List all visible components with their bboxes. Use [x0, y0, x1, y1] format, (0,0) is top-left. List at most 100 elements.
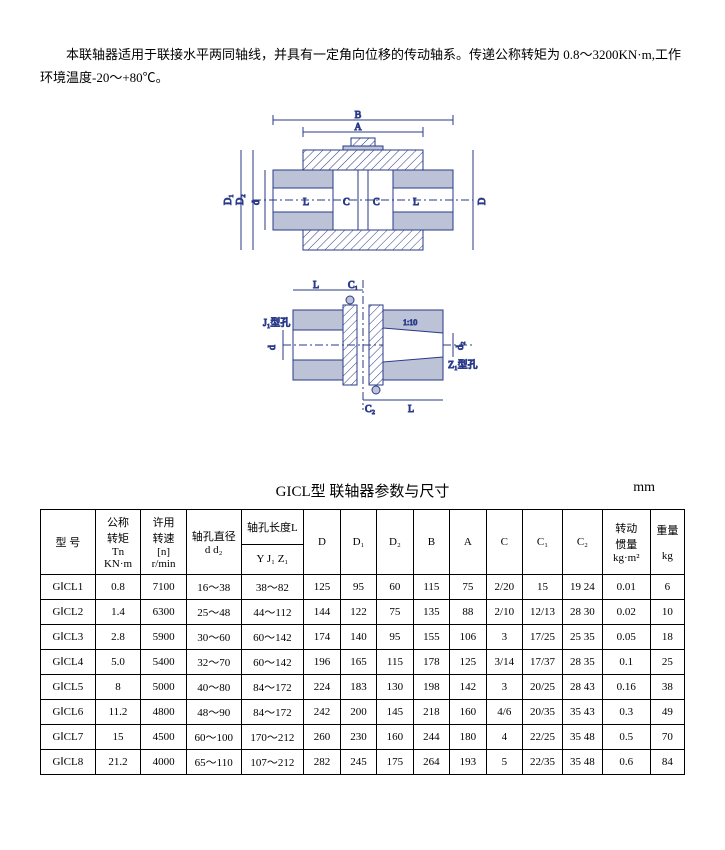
- cell-D1: 140: [340, 624, 376, 649]
- th-D2: D₂: [377, 509, 413, 574]
- cell-tn: 2.8: [95, 624, 141, 649]
- th-W: 重量 kg: [650, 509, 684, 574]
- cell-J: 0.05: [602, 624, 650, 649]
- cell-tn: 15: [95, 724, 141, 749]
- cell-A: 193: [450, 749, 486, 774]
- cell-model: GⅠCL6: [41, 699, 96, 724]
- cell-D: 125: [304, 574, 340, 599]
- cell-D2: 115: [377, 649, 413, 674]
- cell-l: 84～172: [241, 674, 304, 699]
- cell-W: 10: [650, 599, 684, 624]
- cell-A: 125: [450, 649, 486, 674]
- cell-B: 115: [413, 574, 449, 599]
- cell-l: 170～212: [241, 724, 304, 749]
- cell-d: 40～80: [186, 674, 241, 699]
- svg-text:L: L: [303, 197, 309, 208]
- cell-model: GⅠCL4: [41, 649, 96, 674]
- cell-C2: 28 35: [562, 649, 602, 674]
- cell-J: 0.01: [602, 574, 650, 599]
- cell-D: 282: [304, 749, 340, 774]
- cell-C2: 35 43: [562, 699, 602, 724]
- th-J: 转动 惯量 kg·m²: [602, 509, 650, 574]
- th-tn: 公称 转矩 Tn KN·m: [95, 509, 141, 574]
- cell-tn: 11.2: [95, 699, 141, 724]
- cell-D: 242: [304, 699, 340, 724]
- cell-C2: 28 43: [562, 674, 602, 699]
- svg-text:D: D: [477, 198, 488, 205]
- svg-text:d: d: [251, 200, 262, 205]
- cell-D: 144: [304, 599, 340, 624]
- cell-C: 3: [486, 624, 522, 649]
- cell-model: GⅠCL5: [41, 674, 96, 699]
- cell-n: 4000: [141, 749, 187, 774]
- cell-C1: 15: [523, 574, 563, 599]
- cell-B: 155: [413, 624, 449, 649]
- cell-D1: 245: [340, 749, 376, 774]
- cell-A: 160: [450, 699, 486, 724]
- th-model: 型 号: [41, 509, 96, 574]
- cell-J: 0.6: [602, 749, 650, 774]
- cell-n: 5900: [141, 624, 187, 649]
- th-l-top: 轴孔长度L: [241, 509, 304, 544]
- cell-C: 2/20: [486, 574, 522, 599]
- cell-D1: 122: [340, 599, 376, 624]
- cell-C1: 22/35: [523, 749, 563, 774]
- table-head: 型 号 公称 转矩 Tn KN·m 许用 转速 [n] r/min 轴孔直径 d…: [41, 509, 685, 574]
- cell-tn: 1.4: [95, 599, 141, 624]
- cell-A: 142: [450, 674, 486, 699]
- cell-C2: 35 48: [562, 724, 602, 749]
- cell-D2: 95: [377, 624, 413, 649]
- table-row: GⅠCL611.2480048～9084～1722422001452181604…: [41, 699, 685, 724]
- cell-l: 107～212: [241, 749, 304, 774]
- table-row: GⅠCL10.8710016～3838～821259560115752/2015…: [41, 574, 685, 599]
- cell-C: 3/14: [486, 649, 522, 674]
- cell-tn: 0.8: [95, 574, 141, 599]
- cell-A: 88: [450, 599, 486, 624]
- svg-text:1:10: 1:10: [403, 318, 417, 327]
- cell-d: 25～48: [186, 599, 241, 624]
- svg-text:d: d: [267, 345, 278, 350]
- cell-C: 4: [486, 724, 522, 749]
- cell-W: 84: [650, 749, 684, 774]
- cell-n: 7100: [141, 574, 187, 599]
- cell-D1: 183: [340, 674, 376, 699]
- table-row: GⅠCL21.4630025～4844～11214412275135882/10…: [41, 599, 685, 624]
- cell-C: 4/6: [486, 699, 522, 724]
- cell-C1: 20/35: [523, 699, 563, 724]
- cell-D1: 200: [340, 699, 376, 724]
- svg-text:C: C: [343, 197, 350, 208]
- cell-D1: 230: [340, 724, 376, 749]
- cell-B: 244: [413, 724, 449, 749]
- cell-C: 5: [486, 749, 522, 774]
- cell-l: 60～142: [241, 649, 304, 674]
- cell-W: 25: [650, 649, 684, 674]
- cell-model: GⅠCL2: [41, 599, 96, 624]
- table-row: GⅠCL32.8590030～6060～14217414095155106317…: [41, 624, 685, 649]
- cell-d: 16～38: [186, 574, 241, 599]
- cell-B: 135: [413, 599, 449, 624]
- cell-d: 32～70: [186, 649, 241, 674]
- cell-A: 75: [450, 574, 486, 599]
- svg-text:L: L: [313, 280, 319, 291]
- cell-C1: 17/25: [523, 624, 563, 649]
- cell-D2: 160: [377, 724, 413, 749]
- cell-D: 260: [304, 724, 340, 749]
- cell-d: 48～90: [186, 699, 241, 724]
- cell-model: GⅠCL3: [41, 624, 96, 649]
- table-unit: mm: [633, 480, 655, 496]
- cell-model: GⅠCL1: [41, 574, 96, 599]
- th-l-bottom: Y J₁ Z₁: [241, 545, 304, 575]
- cell-tn: 21.2: [95, 749, 141, 774]
- cell-l: 38～82: [241, 574, 304, 599]
- cell-D1: 165: [340, 649, 376, 674]
- cell-d: 60～100: [186, 724, 241, 749]
- cell-W: 18: [650, 624, 684, 649]
- table-title: GICL型 联轴器参数与尺寸: [276, 480, 450, 501]
- cell-B: 178: [413, 649, 449, 674]
- th-D: D: [304, 509, 340, 574]
- cell-D: 196: [304, 649, 340, 674]
- th-A: A: [450, 509, 486, 574]
- cell-C2: 19 24: [562, 574, 602, 599]
- cell-B: 198: [413, 674, 449, 699]
- cell-D2: 60: [377, 574, 413, 599]
